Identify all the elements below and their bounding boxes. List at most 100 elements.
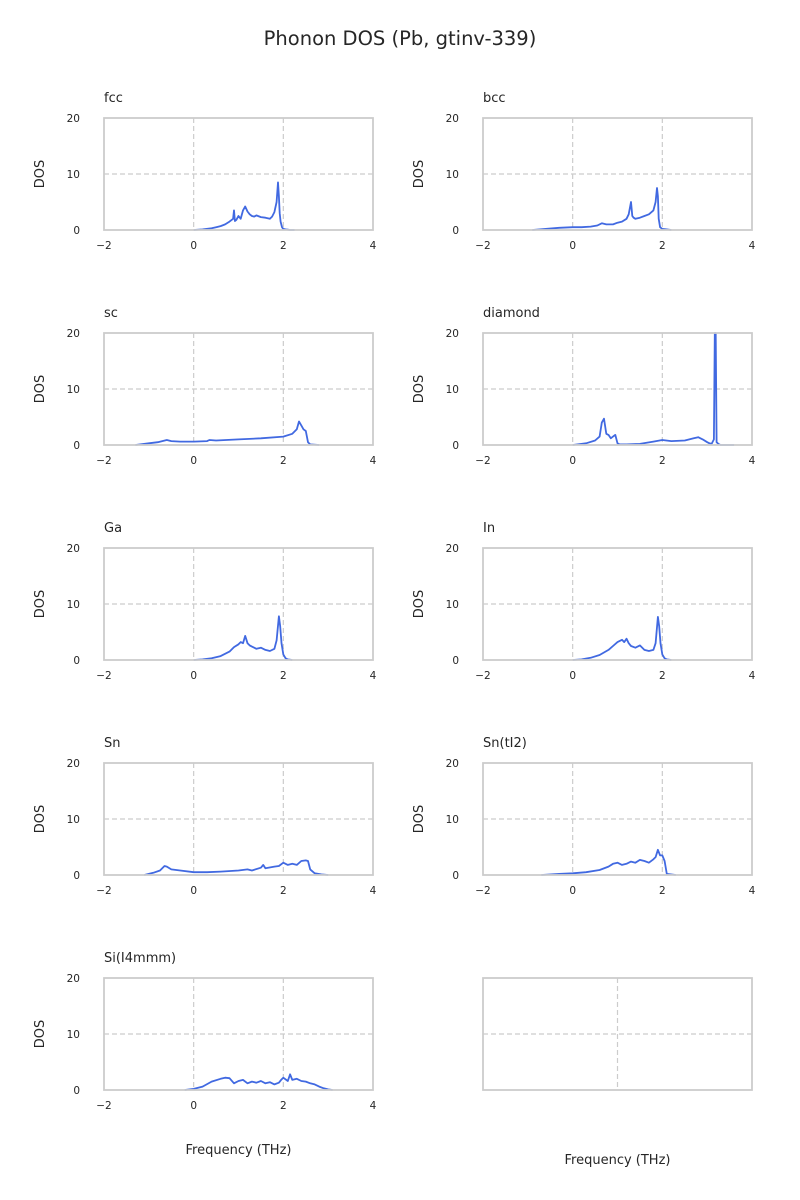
dos-line-1 bbox=[193, 615, 293, 661]
y-tick-label: 0 bbox=[73, 655, 80, 667]
x-tick-label: −2 bbox=[475, 455, 490, 467]
x-tick-label: 0 bbox=[569, 885, 576, 897]
x-tick-label: 4 bbox=[370, 240, 377, 252]
x-tick-label: 0 bbox=[569, 455, 576, 467]
dos-line-1 bbox=[193, 181, 295, 231]
y-tick-label: 20 bbox=[446, 543, 459, 555]
dos-line-1 bbox=[532, 187, 672, 231]
subplot-title: In bbox=[483, 521, 495, 536]
x-tick-label: 4 bbox=[749, 885, 756, 897]
x-tick-label: 0 bbox=[190, 240, 197, 252]
x-tick-label: 0 bbox=[190, 455, 197, 467]
axes-frame bbox=[482, 762, 753, 876]
x-tick-label: −2 bbox=[96, 455, 111, 467]
dos-line-1 bbox=[184, 1073, 333, 1091]
x-tick-label: 0 bbox=[569, 670, 576, 682]
x-tick-label: 2 bbox=[280, 670, 287, 682]
y-tick-label: 10 bbox=[446, 599, 459, 611]
x-tick-label: −2 bbox=[96, 240, 111, 252]
axes-frame bbox=[482, 332, 753, 446]
y-axis-label: DOS bbox=[412, 160, 427, 189]
y-tick-label: 20 bbox=[67, 328, 80, 340]
y-tick-label: 20 bbox=[67, 973, 80, 985]
x-tick-label: 2 bbox=[659, 885, 666, 897]
x-axis-label: Frequency (THz) bbox=[186, 1143, 292, 1158]
subplot-6: −2 0 2 4 0 10 20 In DOS bbox=[412, 521, 756, 682]
y-axis-label: DOS bbox=[412, 375, 427, 404]
dos-line-1 bbox=[144, 859, 329, 876]
subplot-2: −2 0 2 4 0 10 20 bcc DOS bbox=[412, 91, 756, 252]
x-tick-label: −2 bbox=[96, 670, 111, 682]
x-tick-label: 2 bbox=[280, 240, 287, 252]
y-tick-label: 10 bbox=[446, 169, 459, 181]
y-tick-label: 20 bbox=[67, 543, 80, 555]
y-tick-label: 0 bbox=[452, 870, 459, 882]
x-tick-label: 2 bbox=[280, 885, 287, 897]
y-axis-label: DOS bbox=[33, 590, 48, 619]
x-axis-label: Frequency (THz) bbox=[565, 1153, 671, 1168]
y-tick-label: 20 bbox=[446, 758, 459, 770]
y-axis-label: DOS bbox=[412, 590, 427, 619]
x-tick-label: −2 bbox=[475, 670, 490, 682]
subplot-title: Sn bbox=[104, 736, 121, 751]
x-tick-label: 4 bbox=[370, 670, 377, 682]
subplot-7: −2 0 2 4 0 10 20 Sn DOS bbox=[33, 736, 377, 897]
x-tick-label: 2 bbox=[280, 455, 287, 467]
axes-frame bbox=[103, 117, 374, 231]
subplot-title: Ga bbox=[104, 521, 122, 536]
y-tick-label: 20 bbox=[446, 113, 459, 125]
axes-frame bbox=[482, 547, 753, 661]
subplot-title: diamond bbox=[483, 306, 540, 321]
dos-line-1 bbox=[572, 332, 735, 446]
axes-frame bbox=[103, 977, 374, 1091]
subplot-title: bcc bbox=[483, 91, 506, 106]
y-axis-label: DOS bbox=[33, 375, 48, 404]
x-tick-label: 2 bbox=[659, 240, 666, 252]
x-tick-label: −2 bbox=[96, 885, 111, 897]
x-tick-label: 2 bbox=[659, 670, 666, 682]
dos-line-1 bbox=[541, 848, 676, 876]
x-tick-label: 0 bbox=[569, 240, 576, 252]
y-tick-label: 10 bbox=[446, 384, 459, 396]
axes-frame bbox=[103, 547, 374, 661]
y-tick-label: 20 bbox=[67, 758, 80, 770]
subplot-5: −2 0 2 4 0 10 20 Ga DOS bbox=[33, 521, 377, 682]
x-tick-label: −2 bbox=[475, 240, 490, 252]
y-axis-label: DOS bbox=[412, 805, 427, 834]
dos-line-1 bbox=[135, 420, 320, 446]
axes-frame bbox=[482, 977, 753, 1091]
y-axis-label: DOS bbox=[33, 160, 48, 189]
y-tick-label: 0 bbox=[73, 440, 80, 452]
subplot-title: Sn(tI2) bbox=[483, 736, 527, 751]
y-tick-label: 10 bbox=[67, 169, 80, 181]
dos-line-1 bbox=[572, 616, 672, 661]
y-tick-label: 10 bbox=[67, 384, 80, 396]
subplot-9: −2 0 2 4 0 10 20 Si(I4mmm) DOS Frequency (THz) bbox=[33, 951, 377, 1158]
y-tick-label: 0 bbox=[452, 225, 459, 237]
x-tick-label: 4 bbox=[370, 1100, 377, 1112]
subplot-10: Frequency (THz) bbox=[482, 977, 753, 1168]
y-tick-label: 10 bbox=[67, 1029, 80, 1041]
x-tick-label: 4 bbox=[370, 455, 377, 467]
x-tick-label: 0 bbox=[190, 670, 197, 682]
y-tick-label: 0 bbox=[452, 440, 459, 452]
x-tick-label: 4 bbox=[749, 240, 756, 252]
figure-title: Phonon DOS (Pb, gtinv-339) bbox=[264, 27, 537, 50]
subplot-4: −2 0 2 4 0 10 20 diamond DOS bbox=[412, 306, 756, 467]
y-tick-label: 10 bbox=[67, 599, 80, 611]
x-tick-label: 0 bbox=[190, 885, 197, 897]
y-tick-label: 0 bbox=[452, 655, 459, 667]
y-tick-label: 10 bbox=[446, 814, 459, 826]
x-tick-label: 4 bbox=[749, 455, 756, 467]
x-tick-label: 4 bbox=[370, 885, 377, 897]
x-tick-label: −2 bbox=[475, 885, 490, 897]
y-tick-label: 10 bbox=[67, 814, 80, 826]
subplot-title: Si(I4mmm) bbox=[104, 951, 176, 966]
y-axis-label: DOS bbox=[33, 805, 48, 834]
subplot-title: sc bbox=[104, 306, 118, 321]
y-tick-label: 0 bbox=[73, 1085, 80, 1097]
y-tick-label: 20 bbox=[446, 328, 459, 340]
y-tick-label: 0 bbox=[73, 870, 80, 882]
x-tick-label: 2 bbox=[280, 1100, 287, 1112]
